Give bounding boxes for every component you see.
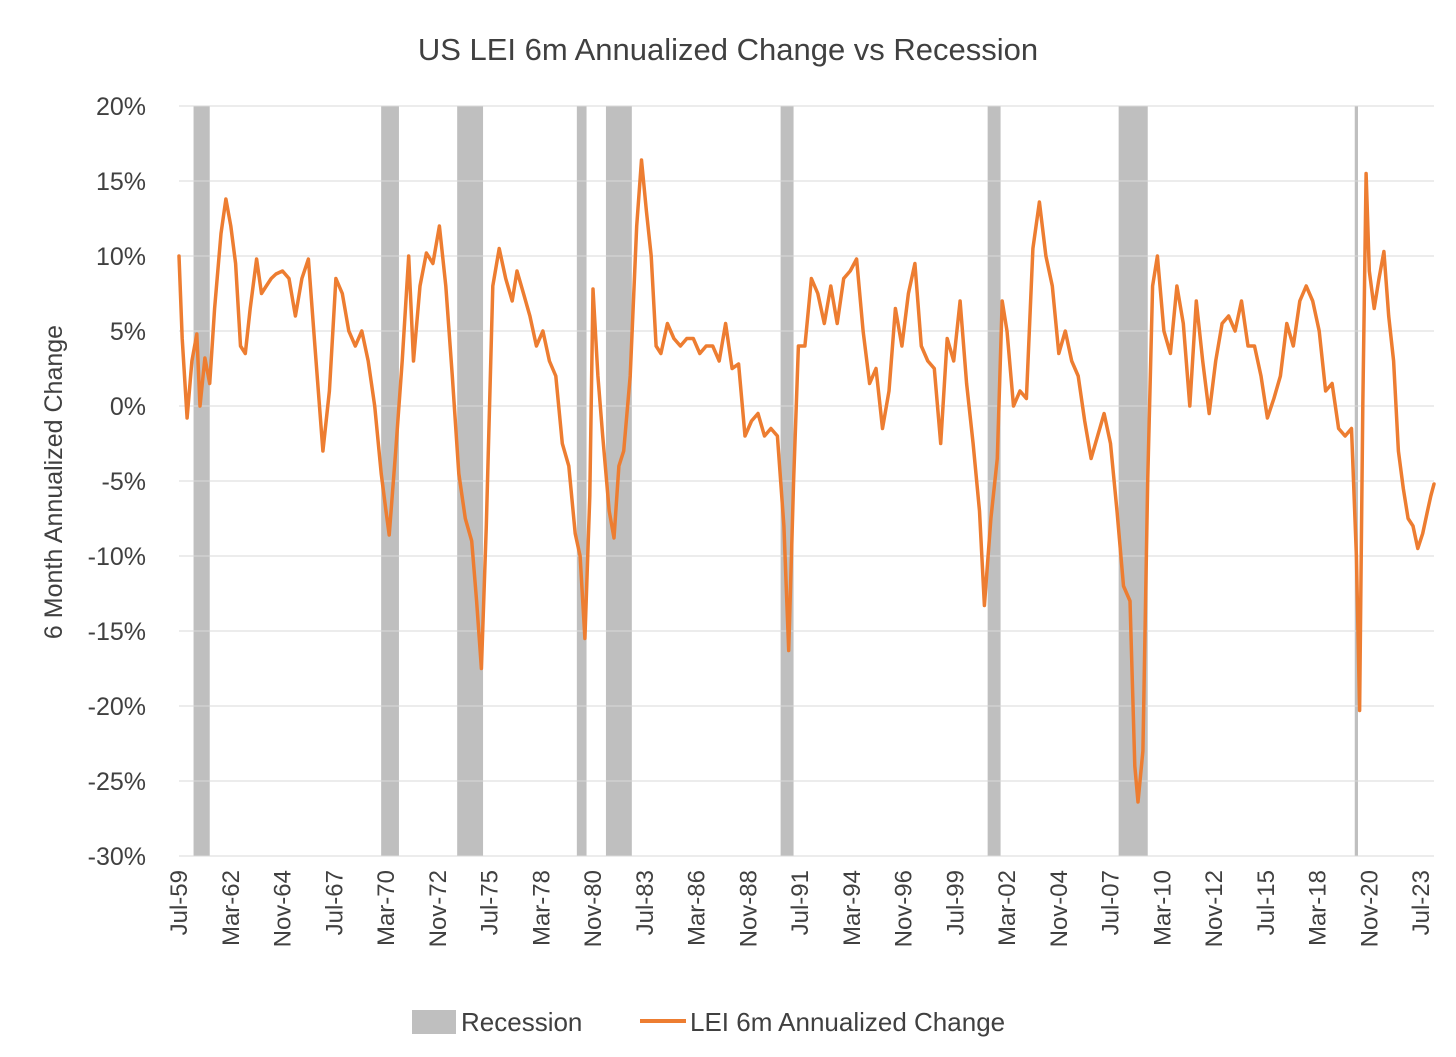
y-tick-label: 5% (110, 318, 146, 346)
y-tick-label: -20% (88, 693, 146, 721)
x-tick-label: Nov-04 (1046, 870, 1073, 947)
x-tick-label: Nov-20 (1356, 870, 1383, 947)
x-tick-label: Jul-67 (321, 870, 348, 935)
x-tick-label: Mar-86 (684, 870, 711, 946)
x-tick-label: Nov-72 (425, 870, 452, 947)
y-tick-label: 0% (110, 393, 146, 421)
x-tick-label: Mar-18 (1305, 870, 1332, 946)
x-tick-label: Jul-15 (1253, 870, 1280, 935)
legend: Recession LEI 6m Annualized Change (412, 1007, 1005, 1037)
x-tick-label: Jul-07 (1098, 870, 1125, 935)
legend-swatch-recession (412, 1010, 456, 1034)
lei-series (177, 158, 1436, 804)
x-axis-ticks: Jul-59 Mar-62 Nov-64 Jul-67 Mar-70 Nov-72 Jul-… (166, 870, 1435, 947)
legend-label-lei: LEI 6m Annualized Change (690, 1007, 1005, 1037)
x-tick-label: Mar-94 (839, 870, 866, 946)
y-tick-label: -10% (88, 543, 146, 571)
y-tick-label: 15% (96, 168, 146, 196)
x-tick-label: Mar-10 (1149, 870, 1176, 946)
y-tick-label: 10% (96, 243, 146, 271)
y-tick-label: -25% (88, 768, 146, 796)
x-tick-label: Jul-59 (166, 870, 193, 935)
y-axis-ticks: 20% 15% 10% 5% 0% -5% -10% -15% -20% -25% -30% (88, 93, 146, 871)
x-tick-label: Jul-91 (787, 870, 814, 935)
x-tick-label: Mar-78 (528, 870, 555, 946)
x-tick-label: Nov-80 (580, 870, 607, 947)
y-tick-label: -30% (88, 843, 146, 871)
x-tick-label: Nov-64 (270, 870, 297, 947)
x-tick-label: Jul-75 (477, 870, 504, 935)
lei-line (177, 158, 1436, 804)
y-axis-label: 6 Month Annualized Change (40, 325, 68, 639)
x-tick-label: Jul-83 (632, 870, 659, 935)
x-tick-label: Nov-96 (891, 870, 918, 947)
x-tick-label: Mar-70 (373, 870, 400, 946)
x-tick-label: Nov-88 (735, 870, 762, 947)
y-tick-label: -15% (88, 618, 146, 646)
x-tick-label: Mar-02 (994, 870, 1021, 946)
x-tick-label: Jul-99 (942, 870, 969, 935)
y-tick-label: -5% (102, 468, 146, 496)
chart-title: US LEI 6m Annualized Change vs Recession (418, 32, 1038, 67)
y-tick-label: 20% (96, 93, 146, 121)
x-tick-label: Mar-62 (218, 870, 245, 946)
legend-label-recession: Recession (461, 1007, 582, 1037)
x-tick-label: Nov-12 (1201, 870, 1228, 947)
x-tick-label: Jul-23 (1408, 870, 1435, 935)
